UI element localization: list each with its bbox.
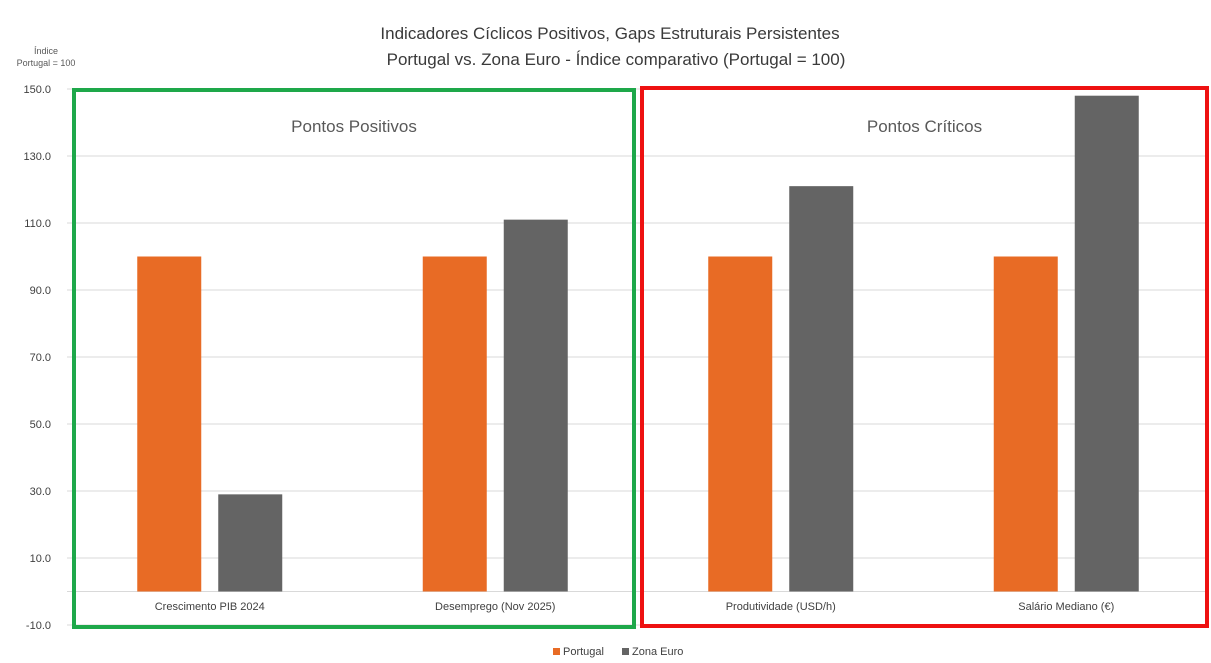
bar-portugal <box>422 256 487 592</box>
annotation-box <box>640 86 1209 628</box>
bar-zona-euro <box>1074 95 1139 592</box>
y-tick-label: 70.0 <box>30 352 51 364</box>
legend-entry: Portugal <box>563 646 604 658</box>
y-tick-label: 90.0 <box>30 285 51 297</box>
category-label: Produtividade (USD/h) <box>726 601 836 613</box>
category-label: Desemprego (Nov 2025) <box>435 601 555 613</box>
y-tick-label: 10.0 <box>30 553 51 565</box>
annotation-label: Pontos Críticos <box>867 117 982 136</box>
chart-subtitle: Portugal vs. Zona Euro - Índice comparat… <box>387 50 846 69</box>
annotation-box <box>72 88 636 629</box>
x-axis-categories: Crescimento PIB 2024 Desemprego (Nov 2025… <box>155 601 1115 613</box>
legend-swatch <box>553 648 560 655</box>
y-axis-label-line-1: Índice <box>34 46 58 56</box>
y-tick-label: 150.0 <box>23 84 51 96</box>
bars <box>137 95 1139 592</box>
bar-zona-euro <box>503 219 568 592</box>
bar-portugal <box>137 256 202 592</box>
y-tick-label: 110.0 <box>24 218 51 230</box>
annotation-label: Pontos Positivos <box>291 117 417 136</box>
y-axis-label-line-2: Portugal = 100 <box>17 58 76 68</box>
y-tick-label: 50.0 <box>30 419 51 431</box>
bar-zona-euro <box>218 494 283 592</box>
legend-swatch <box>622 648 629 655</box>
category-label: Salário Mediano (€) <box>1018 601 1114 613</box>
category-label: Crescimento PIB 2024 <box>155 601 265 613</box>
legend-entry: Zona Euro <box>632 646 683 658</box>
chart-title: Indicadores Cíclicos Positivos, Gaps Est… <box>380 24 839 43</box>
bar-portugal <box>708 256 773 592</box>
legend[interactable]: Portugal Zona Euro <box>553 646 683 658</box>
y-axis-ticks: 150.0 130.0 110.0 90.0 70.0 50.0 30.0 10.0 -10.0 <box>23 84 51 632</box>
bar-portugal <box>993 256 1058 592</box>
annotation-panels: Pontos Positivos Pontos Críticos <box>72 86 1209 629</box>
y-tick-label: -10.0 <box>26 620 51 632</box>
y-tick-label: 130.0 <box>23 151 51 163</box>
bar-zona-euro <box>789 186 854 592</box>
y-tick-label: 30.0 <box>30 486 51 498</box>
